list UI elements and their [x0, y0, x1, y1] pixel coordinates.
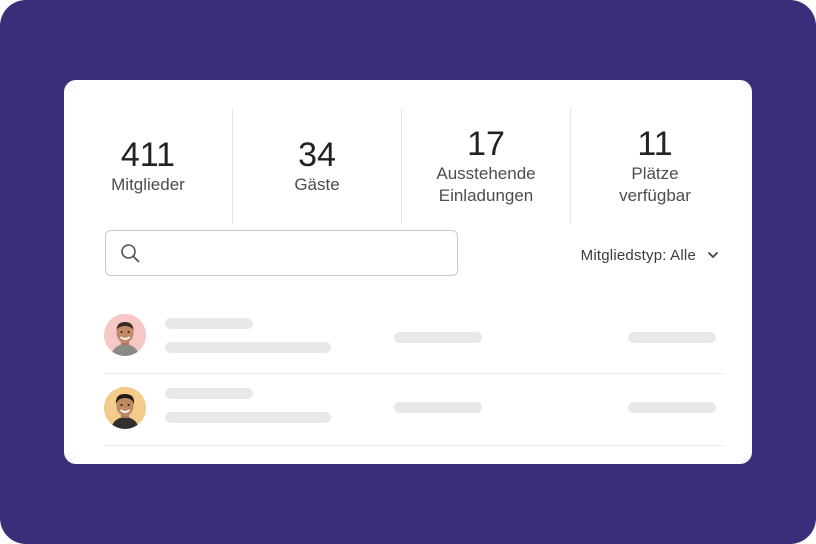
chevron-down-icon	[708, 252, 718, 258]
stat-divider	[401, 108, 402, 224]
skeleton-role	[394, 402, 482, 413]
stat-divider	[570, 108, 571, 224]
row-divider	[104, 373, 724, 374]
member-row[interactable]	[104, 373, 724, 443]
skeleton-status	[628, 402, 716, 413]
stat-members: 411 Mitglieder	[64, 108, 232, 224]
person-avatar-icon	[104, 387, 146, 429]
search-icon	[121, 244, 140, 263]
skeleton-role	[394, 332, 482, 343]
search-input[interactable]	[150, 231, 450, 274]
row-divider	[104, 445, 724, 446]
skeleton-status	[628, 332, 716, 343]
members-card: 411 Mitglieder 34 Gäste 17 Ausstehende E…	[64, 80, 752, 464]
avatar	[104, 387, 146, 429]
filter-label: Mitgliedstyp: Alle	[580, 246, 696, 264]
stat-value: 11	[637, 125, 673, 163]
avatar	[104, 314, 146, 356]
member-type-filter[interactable]: Mitgliedstyp: Alle	[581, 244, 720, 266]
stat-value: 17	[467, 125, 505, 163]
stat-label: Plätze verfügbar	[619, 164, 691, 205]
stat-label: Gäste	[294, 175, 340, 194]
search-box[interactable]	[105, 230, 458, 276]
stats-row: 411 Mitglieder 34 Gäste 17 Ausstehende E…	[64, 108, 752, 224]
stat-label: Mitglieder	[111, 175, 185, 194]
skeleton-name	[165, 388, 253, 399]
skeleton-email	[165, 342, 331, 353]
stat-value: 34	[298, 136, 336, 174]
stat-value: 411	[120, 136, 176, 174]
person-avatar-icon	[104, 314, 146, 356]
stat-seats-available: 11 Plätze verfügbar	[571, 108, 739, 224]
stat-divider	[232, 108, 233, 224]
stat-label: Ausstehende Einladungen	[436, 164, 536, 205]
stat-guests: 34 Gäste	[233, 108, 401, 224]
skeleton-name	[165, 318, 253, 329]
stat-pending-invites: 17 Ausstehende Einladungen	[402, 108, 570, 224]
member-row[interactable]	[104, 300, 724, 370]
skeleton-email	[165, 412, 331, 423]
